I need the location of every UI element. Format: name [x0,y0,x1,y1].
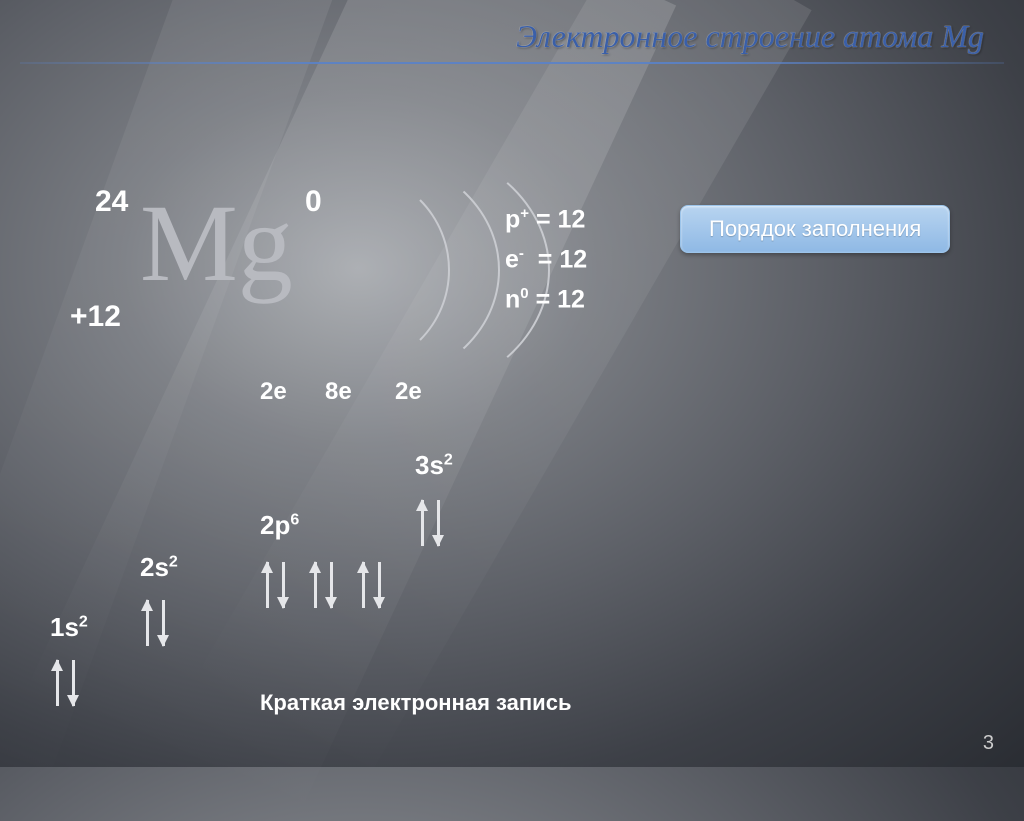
neutron-count: n0 = 12 [505,285,585,314]
spin-down-arrow [282,562,285,608]
shell-3-electrons: 2e [395,378,422,406]
spin-down-arrow [72,660,75,706]
spin-up-arrow [421,500,424,546]
spin-up-arrow [314,562,317,608]
spin-down-arrow [330,562,333,608]
mass-number: 24 [95,185,128,219]
shell-2-electrons: 8e [325,378,352,406]
orbital-label-2s: 2s2 [140,552,178,583]
shell-1-electrons: 2e [260,378,287,406]
proton-count: p+ = 12 [505,205,585,234]
spin-up-arrow [266,562,269,608]
spin-down-arrow [437,500,440,546]
orbital-label-1s: 1s2 [50,612,88,643]
spin-down-arrow [378,562,381,608]
slide-title: Электронное строение атома Mg [516,18,984,55]
light-ray [0,0,349,799]
electron-count: e- = 12 [505,245,587,274]
slide-number: 3 [983,732,994,755]
orbital-label-2p: 2p6 [260,510,299,541]
spin-down-arrow [162,600,165,646]
spin-up-arrow [56,660,59,706]
footer-caption: Краткая электронная запись [260,690,571,716]
orbital-label-3s: 3s2 [415,450,453,481]
atomic-number: +12 [70,300,121,334]
title-underline [20,62,1004,64]
shell-arc-3 [230,140,550,400]
fill-order-button[interactable]: Порядок заполнения [680,205,950,253]
spin-up-arrow [146,600,149,646]
spin-up-arrow [362,562,365,608]
